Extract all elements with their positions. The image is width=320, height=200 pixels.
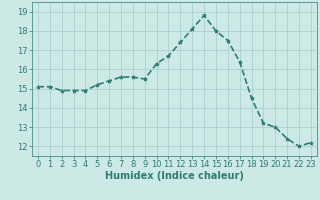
X-axis label: Humidex (Indice chaleur): Humidex (Indice chaleur) <box>105 171 244 181</box>
